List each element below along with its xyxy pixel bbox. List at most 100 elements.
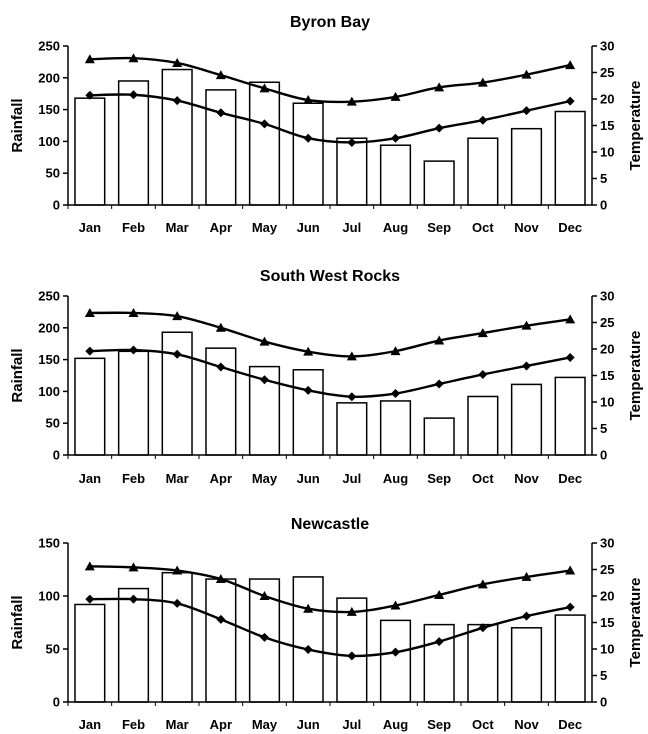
left-tick-label: 250	[38, 39, 60, 54]
diamond-marker	[85, 90, 95, 100]
left-tick-label: 200	[38, 320, 60, 335]
category-label: Jun	[297, 220, 320, 235]
diamond-marker	[85, 594, 95, 604]
left-tick-label: 150	[38, 536, 60, 551]
category-label: Dec	[558, 471, 582, 486]
triangle-marker	[172, 57, 183, 67]
triangle-marker	[215, 574, 226, 584]
right-tick-label: 30	[600, 39, 614, 54]
temperature-line-triangle	[89, 56, 571, 104]
right-tick-label: 0	[600, 448, 607, 463]
category-label: Jan	[79, 220, 101, 235]
triangle-marker	[565, 565, 576, 575]
left-tick-label: 100	[38, 384, 60, 399]
category-label: Sep	[427, 717, 451, 732]
left-tick-label: 0	[53, 448, 60, 463]
y-axis-label: Rainfall	[9, 595, 26, 649]
category-label: Nov	[514, 717, 539, 732]
temperature-line-triangle	[89, 565, 571, 614]
y2-axis-label: Temperature	[627, 81, 644, 171]
triangle-marker	[303, 603, 314, 613]
right-tick-label: 25	[600, 315, 614, 330]
triangle-marker	[346, 606, 357, 616]
category-label: Feb	[122, 471, 145, 486]
rainfall-bar	[510, 127, 543, 206]
diamond-marker	[260, 375, 269, 385]
y-axis-label: Rainfall	[9, 348, 26, 402]
left-tick-label: 0	[53, 695, 60, 710]
right-tick-label: 30	[600, 536, 614, 551]
rainfall-bar	[74, 603, 106, 703]
diamond-marker	[347, 137, 357, 147]
rainfall-bar	[379, 144, 412, 206]
y2-axis-label: Temperature	[627, 331, 644, 421]
left-tick-label: 100	[38, 589, 60, 604]
category-label: Jan	[79, 717, 101, 732]
diamond-marker	[216, 614, 226, 624]
diamond-marker	[347, 651, 357, 661]
category-label: Apr	[210, 471, 232, 486]
triangle-marker	[521, 320, 532, 330]
rainfall-bar	[74, 357, 106, 456]
category-label: Jul	[342, 220, 361, 235]
right-tick-label: 5	[600, 421, 607, 436]
diamond-marker	[434, 637, 444, 647]
rainfall-bar	[292, 102, 324, 206]
right-tick-label: 0	[600, 695, 607, 710]
triangle-marker	[390, 600, 401, 610]
diamond-marker	[172, 598, 182, 608]
rainfall-bar	[117, 587, 150, 703]
rainfall-bar	[510, 383, 543, 456]
rainfall-bar	[510, 627, 543, 703]
diamond-marker	[391, 389, 400, 399]
diamond-marker	[303, 133, 313, 143]
y2-axis-label: Temperature	[627, 578, 644, 668]
rainfall-bar	[161, 68, 193, 206]
left-tick-label: 150	[38, 352, 60, 367]
diamond-marker	[85, 346, 95, 356]
category-label: Feb	[122, 220, 145, 235]
triangle-marker	[346, 96, 357, 106]
triangle-marker	[390, 91, 401, 101]
temperature-line-triangle	[89, 311, 571, 358]
rainfall-bar	[205, 89, 237, 206]
rainfall-bar	[74, 97, 106, 206]
category-label: Mar	[166, 471, 189, 486]
right-tick-label: 25	[600, 65, 614, 80]
triangle-marker	[565, 314, 576, 324]
diamond-marker	[434, 123, 444, 133]
rainfall-bar	[379, 619, 412, 703]
rainfall-bar	[379, 400, 412, 456]
triangle-marker	[346, 351, 357, 361]
triangle-marker	[259, 83, 270, 93]
right-tick-label: 20	[600, 342, 614, 357]
category-label: Jul	[342, 471, 361, 486]
left-tick-label: 50	[46, 166, 60, 181]
right-tick-label: 15	[600, 615, 614, 630]
rainfall-bar	[554, 614, 586, 703]
category-label: Jan	[79, 471, 101, 486]
diamond-marker	[303, 645, 313, 655]
rainfall-bar	[467, 623, 499, 703]
category-label: Mar	[166, 717, 189, 732]
category-label: Oct	[472, 471, 494, 486]
rainfall-bar	[554, 376, 586, 456]
diamond-marker	[172, 349, 182, 359]
triangle-marker	[215, 322, 226, 332]
category-label: Apr	[210, 220, 232, 235]
category-label: May	[252, 471, 278, 486]
chart-title: South West Rocks	[260, 268, 400, 285]
rainfall-bar	[423, 623, 455, 703]
diamond-marker	[478, 623, 488, 633]
diamond-marker	[522, 361, 531, 371]
rainfall-bar	[248, 81, 281, 206]
rainfall-bar	[467, 395, 499, 456]
diamond-marker	[478, 369, 488, 379]
diamond-marker	[129, 90, 138, 100]
category-label: Aug	[383, 717, 408, 732]
rainfall-bar	[423, 160, 455, 206]
rainfall-bar	[467, 137, 499, 206]
rainfall-bar	[161, 571, 193, 703]
category-label: Nov	[514, 220, 539, 235]
